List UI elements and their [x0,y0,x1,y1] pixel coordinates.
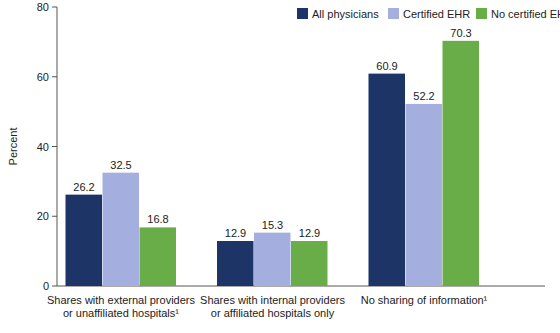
bar [369,74,406,286]
y-tick-label: 40 [37,141,49,153]
data-labels: 26.2 32.5 16.8 12.9 15.3 12.9 60.9 52.2 70.3 [73,27,471,239]
bar [443,41,480,286]
y-tick-label: 0 [43,280,49,292]
data-label: 16.8 [147,213,168,225]
legend-label: All physicians [312,8,379,20]
y-tick-label: 80 [37,1,49,13]
y-tick-label: 60 [37,71,49,83]
bar [291,241,328,286]
chart: 0 20 40 60 80 Percent 26.2 32.5 16.8 12.9 15.3 12.9… [0,0,560,333]
x-tick-label: No sharing of information¹ [361,294,488,306]
legend-swatch [476,8,487,19]
y-tick [52,7,57,8]
data-label: 15.3 [262,219,283,231]
data-label: 26.2 [73,181,94,193]
legend-swatch [297,8,308,19]
legend-label: No certified EHR [491,8,560,20]
bar [140,227,177,286]
legend-swatch [388,8,399,19]
data-label: 52.2 [413,90,434,102]
data-label: 12.9 [225,227,246,239]
bar [66,195,103,286]
y-tick [52,76,57,77]
x-tick-label: Shares with internal providersor affilia… [200,294,345,319]
data-label: 60.9 [376,60,397,72]
y-tick [52,286,57,287]
bar [217,241,254,286]
x-tick-label: Shares with external providersor unaffil… [47,294,195,319]
data-label: 70.3 [450,27,471,39]
legend: All physicians Certified EHR No certified … [297,8,560,20]
bar [254,233,291,286]
y-tick-label: 20 [37,210,49,222]
y-axis-label: Percent [7,128,19,166]
y-tick [52,216,57,217]
data-label: 32.5 [110,159,131,171]
legend-label: Certified EHR [403,8,470,20]
data-label: 12.9 [299,227,320,239]
bars [66,41,480,286]
y-tick [52,146,57,147]
bar [103,173,140,286]
bar [406,104,443,286]
